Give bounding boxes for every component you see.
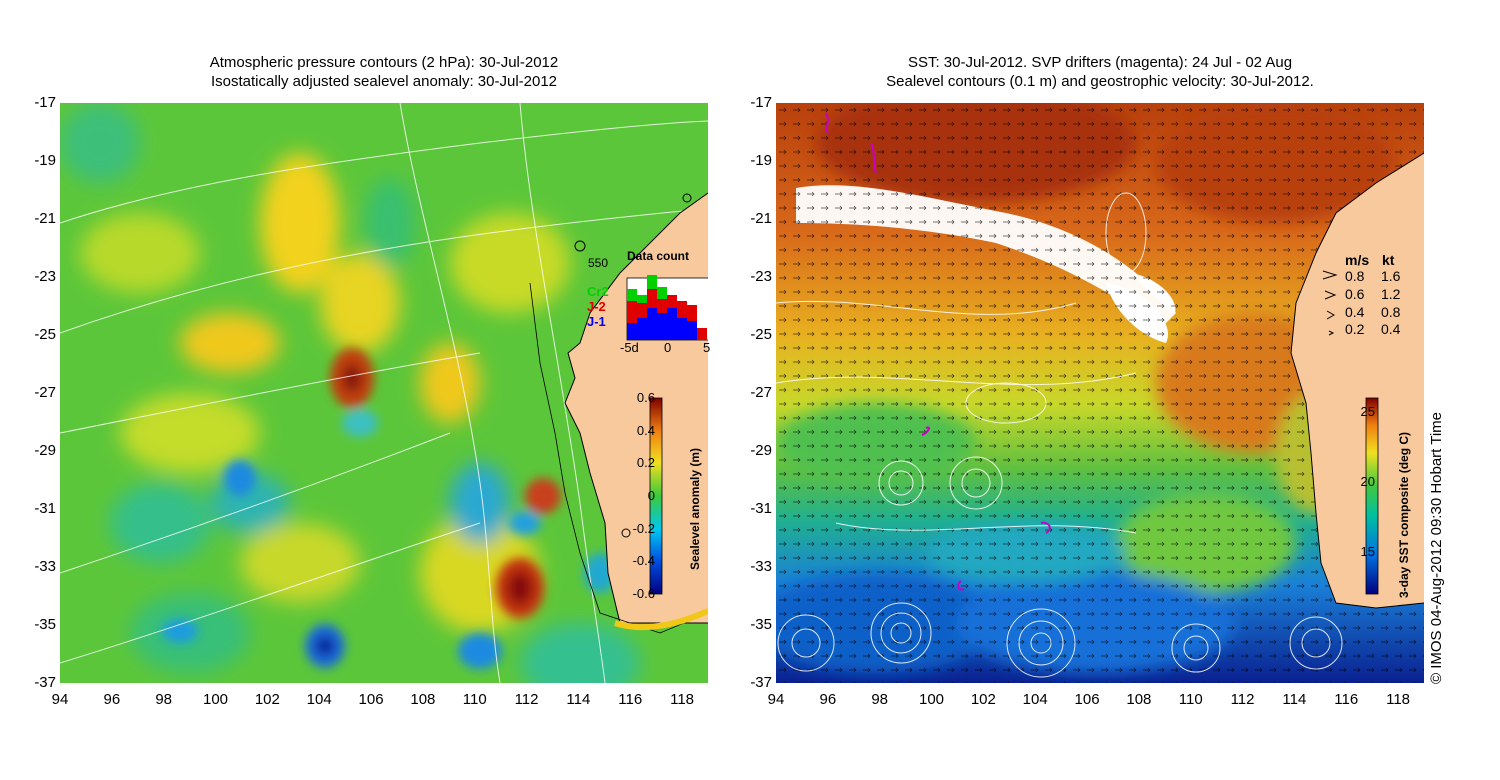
left-x-tick-label: 114 xyxy=(566,691,591,708)
right-y-tick-label: -17 xyxy=(750,94,772,111)
right-x-tick-label: 114 xyxy=(1282,691,1307,708)
hist-x-label-mid: 0 xyxy=(664,340,672,355)
left-x-tick-label: 100 xyxy=(203,691,229,708)
right-x-tick-label: 108 xyxy=(1126,691,1152,708)
sst-colorbar-tick: 20 xyxy=(1360,474,1375,489)
right-y-tick-label: -25 xyxy=(750,326,772,343)
velocity-legend-kt-1: 1.2 xyxy=(1381,286,1401,302)
left-x-tick-label: 108 xyxy=(410,691,436,708)
right-x-tick-label: 106 xyxy=(1074,691,1100,708)
left-y-tick-label: -17 xyxy=(34,94,56,111)
right-y-tick-label: -23 xyxy=(750,268,772,285)
right-y-tick-label: -33 xyxy=(750,558,772,575)
sealevel-colorbar-tick: 0.4 xyxy=(636,422,655,438)
right-x-tick-label: 98 xyxy=(871,691,889,708)
right-x-tick-label: 94 xyxy=(767,691,785,708)
sst-colorbar xyxy=(1365,397,1379,595)
right-title-line2: Sealevel contours (0.1 m) and geostrophi… xyxy=(886,73,1314,90)
right-y-tick-label: -19 xyxy=(750,152,772,169)
right-title-line1: SST: 30-Jul-2012. SVP drifters (magenta)… xyxy=(907,54,1293,71)
left-y-tick-label: -23 xyxy=(34,268,56,285)
velocity-legend-arrows xyxy=(1322,270,1338,336)
right-x-tick-label: 110 xyxy=(1178,691,1203,708)
right-y-tick-label: -37 xyxy=(750,674,772,691)
right-x-tick-label: 116 xyxy=(1334,691,1359,708)
left-y-tick-label: -19 xyxy=(34,152,56,169)
left-x-tick-label: 112 xyxy=(514,691,539,708)
left-x-tick-label: 102 xyxy=(254,691,280,708)
legend-cr2: Cr2 xyxy=(587,284,609,299)
sealevel-colorbar-tick: 0.2 xyxy=(636,455,655,471)
velocity-legend-header-kt: kt xyxy=(1382,252,1395,268)
velocity-legend-kt-2: 0.8 xyxy=(1381,304,1401,320)
left-x-tick-label: 116 xyxy=(618,691,643,708)
left-x-tick-label: 118 xyxy=(670,691,695,708)
velocity-legend-kt-3: 0.4 xyxy=(1381,321,1401,337)
right-y-tick-label: -31 xyxy=(750,500,772,517)
left-x-tick-label: 94 xyxy=(51,691,69,708)
velocity-legend-kt-0: 1.6 xyxy=(1381,268,1401,284)
left-y-tick-label: -29 xyxy=(34,442,56,459)
left-y-tick-label: -25 xyxy=(34,326,56,343)
station-label: 550 xyxy=(588,256,609,270)
sealevel-colorbar-label: Sealevel anomaly (m) xyxy=(688,447,702,570)
velocity-legend-ms-3: 0.2 xyxy=(1345,321,1365,337)
sst-colorbar-tick: 15 xyxy=(1360,544,1375,559)
left-title-line2: Isostatically adjusted sealevel anomaly:… xyxy=(210,73,558,90)
right-x-tick-label: 118 xyxy=(1386,691,1411,708)
station-marker-icon xyxy=(574,240,586,252)
right-y-tick-label: -21 xyxy=(750,210,772,227)
sealevel-colorbar-tick: 0.6 xyxy=(636,390,655,405)
sealevel-colorbar xyxy=(649,397,663,595)
right-y-tick-label: -27 xyxy=(750,384,772,401)
right-x-tick-label: 102 xyxy=(970,691,996,708)
credit-text: © IMOS 04-Aug-2012 09:30 Hobart Time xyxy=(1428,411,1445,684)
hist-x-label-left: -5d xyxy=(620,340,639,355)
right-x-tick-label: 112 xyxy=(1230,691,1255,708)
left-x-tick-label: 106 xyxy=(358,691,384,708)
left-y-tick-label: -27 xyxy=(34,384,56,401)
right-y-tick-label: -29 xyxy=(750,442,772,459)
velocity-legend-ms-1: 0.6 xyxy=(1345,286,1365,302)
hist-x-label-right: 5 xyxy=(703,340,711,355)
legend-j1: J-1 xyxy=(587,314,606,329)
left-y-tick-label: -21 xyxy=(34,210,56,227)
sealevel-colorbar-tick: -0.6 xyxy=(632,586,655,601)
left-y-tick-label: -37 xyxy=(34,674,56,691)
right-x-tick-label: 100 xyxy=(919,691,945,708)
left-title-line1: Atmospheric pressure contours (2 hPa): 3… xyxy=(209,54,559,71)
sst-colorbar-tick: 25 xyxy=(1360,404,1375,419)
sealevel-colorbar-tick: -0.2 xyxy=(632,520,655,536)
velocity-legend-header-ms: m/s xyxy=(1345,252,1370,268)
velocity-legend-ms-0: 0.8 xyxy=(1345,268,1365,284)
left-x-tick-label: 98 xyxy=(155,691,173,708)
legend-j2: J-2 xyxy=(587,299,606,314)
data-count-histogram xyxy=(626,275,708,341)
left-y-tick-label: -33 xyxy=(34,558,56,575)
left-y-tick-label: -35 xyxy=(34,616,56,633)
left-y-tick-label: -31 xyxy=(34,500,56,517)
sealevel-colorbar-tick: -0.4 xyxy=(632,553,655,569)
left-x-tick-label: 104 xyxy=(306,691,332,708)
left-x-tick-label: 110 xyxy=(462,691,487,708)
right-x-tick-label: 104 xyxy=(1022,691,1048,708)
left-x-tick-label: 96 xyxy=(103,691,121,708)
velocity-legend-ms-2: 0.4 xyxy=(1345,304,1365,320)
data-count-title: Data count xyxy=(627,249,690,263)
sealevel-anomaly-map xyxy=(60,103,708,683)
sealevel-colorbar-tick: 0 xyxy=(647,488,655,503)
sst-colorbar-label: 3-day SST composite (deg C) xyxy=(1397,431,1411,598)
sst-map xyxy=(776,103,1424,683)
right-y-tick-label: -35 xyxy=(750,616,772,633)
right-x-tick-label: 96 xyxy=(819,691,837,708)
